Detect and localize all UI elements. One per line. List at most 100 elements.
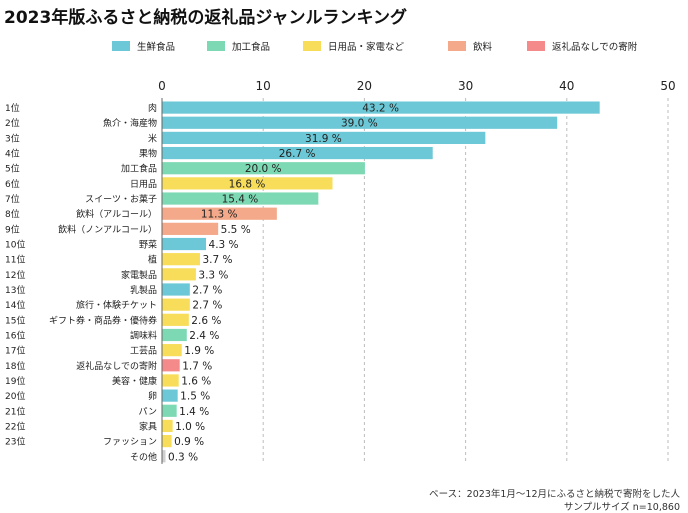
category-label: 乳製品 <box>130 284 157 296</box>
category-label: 果物 <box>139 148 157 160</box>
value-label: 5.5 % <box>221 224 251 236</box>
value-label: 1.4 % <box>179 406 209 418</box>
value-label: 43.2 % <box>362 103 399 115</box>
value-label: 2.4 % <box>189 330 219 342</box>
category-label: 野菜 <box>139 239 157 251</box>
bar <box>162 116 558 129</box>
bar <box>162 268 196 281</box>
legend-swatch <box>112 41 130 51</box>
category-label: 肉 <box>148 102 157 114</box>
x-tick-label: 0 <box>158 79 166 93</box>
value-label: 31.9 % <box>305 133 342 145</box>
x-tick-label: 10 <box>256 79 271 93</box>
rank-label: 23位 <box>5 436 25 448</box>
chart-labels: 1位 肉 43.2 % 2位 魚介・海産物 39.0 % 3位 米 31.9 % 4位 果物 26.7… <box>5 102 399 463</box>
bar <box>162 419 173 433</box>
value-label: 39.0 % <box>341 118 378 130</box>
rank-label: 6位 <box>5 178 20 190</box>
legend-swatch <box>303 41 321 51</box>
category-label: 米 <box>148 132 157 144</box>
bar <box>162 404 177 417</box>
category-label: 日用品 <box>130 179 157 190</box>
rank-label: 9位 <box>5 223 20 235</box>
bar <box>162 177 333 190</box>
category-label: スイーツ・お菓子 <box>85 193 157 205</box>
category-label: 返礼品なしでの寄附 <box>76 360 157 372</box>
x-tick-label: 40 <box>559 79 574 93</box>
category-label: 飲料（ノンアルコール） <box>58 223 157 235</box>
bar <box>162 101 600 114</box>
rank-label: 3位 <box>5 132 20 144</box>
bar <box>162 283 190 296</box>
category-label: 家電製品 <box>121 269 157 281</box>
rank-label: 16位 <box>5 329 25 341</box>
rank-label: 21位 <box>5 405 25 417</box>
rank-label: 18位 <box>5 360 25 372</box>
bar <box>162 207 277 220</box>
legend-swatch <box>207 41 225 51</box>
rank-label: 14位 <box>5 299 25 311</box>
rank-label: 7位 <box>5 193 20 205</box>
value-label: 2.7 % <box>192 285 222 297</box>
bar <box>162 222 219 235</box>
value-label: 26.7 % <box>279 148 316 160</box>
chart-title: 2023年版ふるさと納税の返礼品ジャンルランキング <box>4 8 407 28</box>
value-label: 1.6 % <box>181 375 211 387</box>
category-label: その他 <box>130 451 157 463</box>
x-axis: 0 10 20 30 40 50 <box>158 79 676 464</box>
category-label: 旅行・体験チケット <box>76 299 157 311</box>
rank-label: 12位 <box>5 269 25 281</box>
category-label: 調味料 <box>130 329 157 341</box>
bar <box>162 313 189 326</box>
category-label: 美容・健康 <box>112 375 157 387</box>
category-label: ギフト券・商品券・優待券 <box>49 314 157 326</box>
value-label: 2.6 % <box>191 315 221 327</box>
bar <box>162 162 365 175</box>
legend-label: 日用品・家電など <box>328 41 405 53</box>
rank-label: 13位 <box>5 284 25 296</box>
chart-bars <box>162 101 600 463</box>
category-label: 工芸品 <box>130 345 157 357</box>
rank-label: 17位 <box>5 345 25 357</box>
rank-label: 1位 <box>5 102 20 114</box>
chart-legend: 生鮮食品 加工食品 日用品・家電など 飲料 返礼品なしでの寄附 <box>112 41 638 53</box>
legend-swatch <box>448 41 466 51</box>
bar <box>162 374 179 387</box>
value-label: 1.7 % <box>182 360 212 372</box>
value-label: 16.8 % <box>229 178 266 190</box>
x-tick-label: 30 <box>458 79 473 93</box>
rank-label: 20位 <box>5 390 25 402</box>
bar <box>162 450 166 463</box>
legend-label: 加工食品 <box>232 41 270 53</box>
category-label: 植 <box>148 254 157 266</box>
rank-label: 5位 <box>5 163 20 175</box>
footnote-sample-size: サンプルサイズ n=10,860 <box>563 502 680 513</box>
value-label: 0.3 % <box>168 451 198 463</box>
bar <box>162 253 200 266</box>
value-label: 0.9 % <box>174 436 204 448</box>
bar <box>162 192 319 205</box>
category-label: 加工食品 <box>121 163 157 175</box>
category-label: ファッション <box>103 438 157 448</box>
category-label: 家具 <box>139 420 157 432</box>
bar <box>162 389 178 402</box>
footnote-base: ベース：2023年1月～12月にふるさと納税で寄附をした人 <box>429 489 680 500</box>
rank-label: 11位 <box>5 254 25 266</box>
value-label: 2.7 % <box>192 300 222 312</box>
bar <box>162 328 187 342</box>
bar <box>162 237 207 251</box>
value-label: 11.3 % <box>201 209 238 221</box>
value-label: 1.0 % <box>175 421 205 433</box>
value-label: 3.7 % <box>202 254 232 266</box>
x-tick-label: 20 <box>357 79 372 93</box>
value-label: 15.4 % <box>222 194 259 206</box>
category-label: パン <box>139 406 157 417</box>
bar <box>162 146 433 160</box>
bar <box>162 131 486 144</box>
rank-label: 8位 <box>5 208 20 220</box>
value-label: 20.0 % <box>245 163 282 175</box>
rank-label: 19位 <box>5 375 25 387</box>
x-tick-label: 50 <box>660 79 675 93</box>
value-label: 3.3 % <box>198 269 228 281</box>
